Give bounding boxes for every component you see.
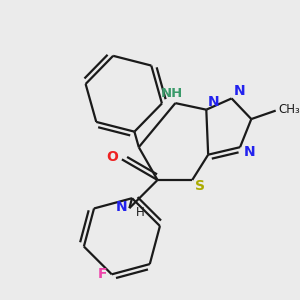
Text: N: N <box>244 145 255 159</box>
Text: NH: NH <box>160 87 183 100</box>
Text: O: O <box>106 150 119 164</box>
Text: CH₃: CH₃ <box>278 103 300 116</box>
Text: N: N <box>233 84 245 98</box>
Text: S: S <box>195 178 205 193</box>
Text: N: N <box>208 95 220 109</box>
Text: H: H <box>136 206 145 219</box>
Text: N: N <box>116 200 128 214</box>
Text: F: F <box>98 267 107 281</box>
